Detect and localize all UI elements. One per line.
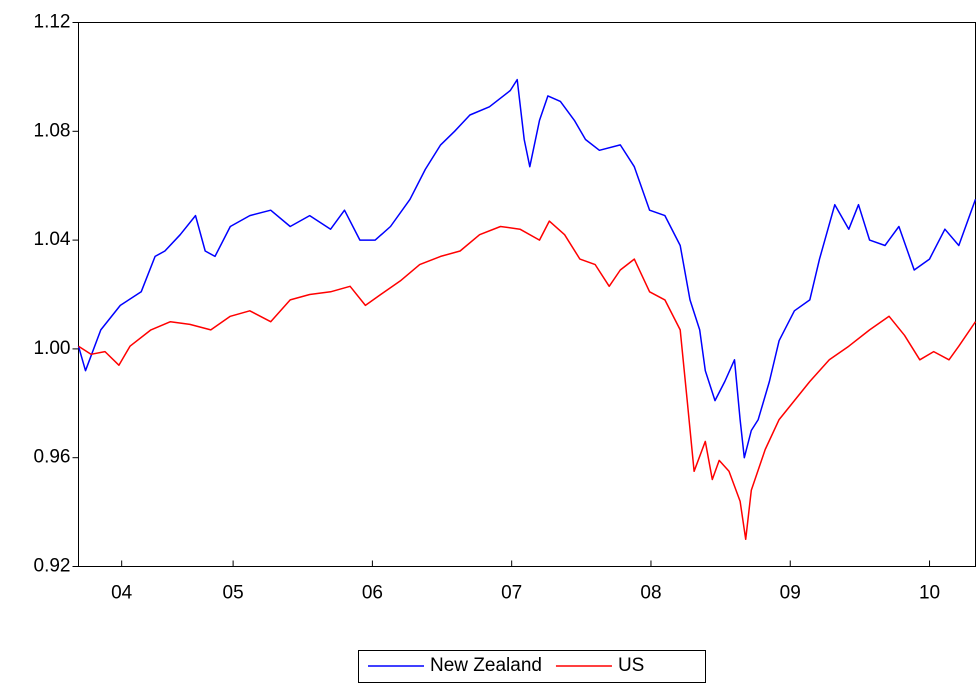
x-tick-label: 06 xyxy=(362,583,383,604)
y-tick-label: 1.08 xyxy=(34,120,71,141)
y-tick-label: 0.96 xyxy=(34,447,71,468)
plot-frame xyxy=(78,22,976,567)
y-tick-label: 1.12 xyxy=(34,12,71,33)
legend-label: US xyxy=(618,655,644,676)
series-line xyxy=(78,220,976,541)
y-tick-label: 0.92 xyxy=(34,556,71,577)
x-tick-label: 07 xyxy=(501,583,522,604)
x-tick-label: 04 xyxy=(111,583,133,604)
x-tick-label: 10 xyxy=(919,583,940,604)
x-tick-label: 09 xyxy=(780,583,801,604)
y-tick-label: 1.04 xyxy=(34,229,71,250)
x-tick-label: 08 xyxy=(640,583,661,604)
legend-label: New Zealand xyxy=(430,655,542,676)
series-line xyxy=(77,78,976,459)
y-tick-label: 1.00 xyxy=(34,338,71,359)
x-tick-label: 05 xyxy=(223,583,244,604)
